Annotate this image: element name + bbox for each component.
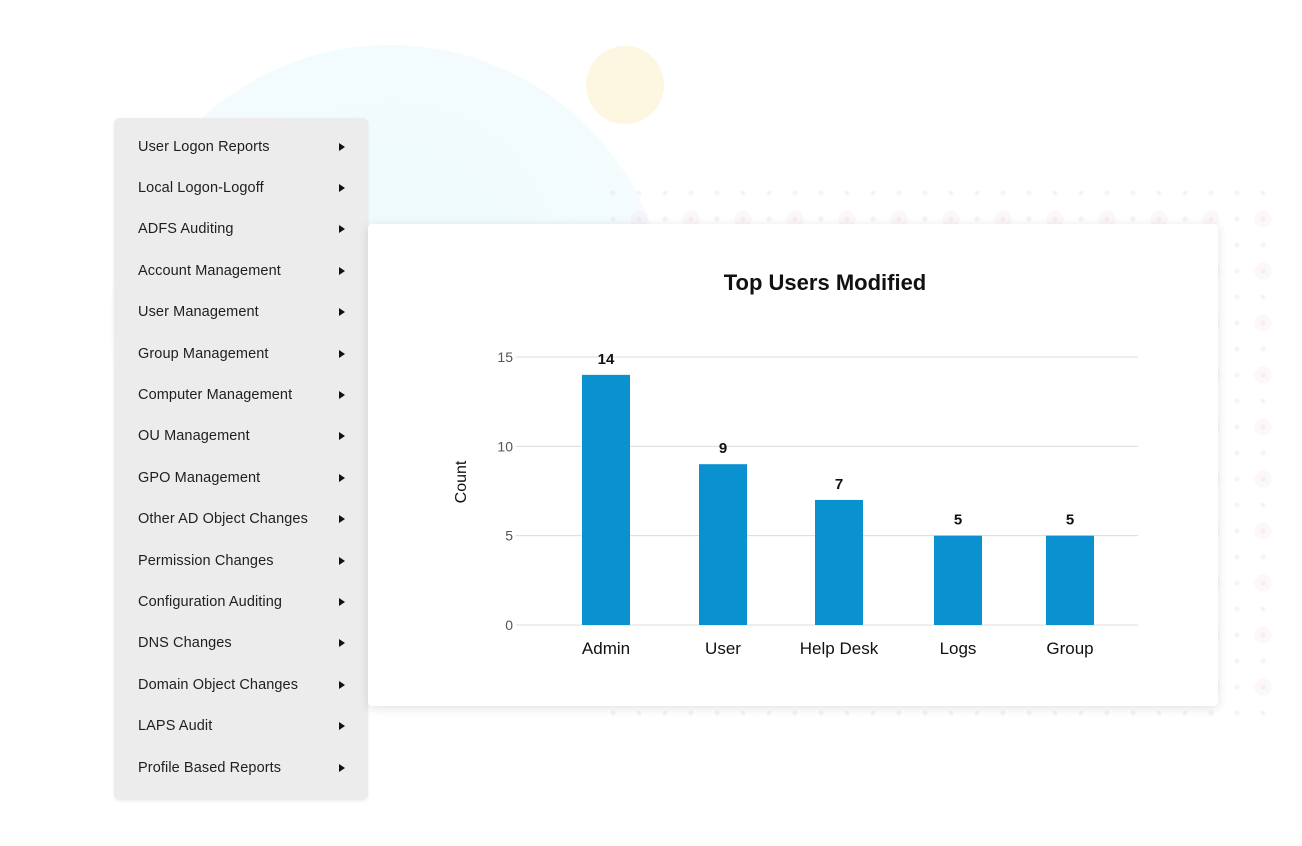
y-axis-label: Count <box>453 460 470 503</box>
triangle-right-icon[interactable] <box>339 764 345 772</box>
y-tick-label: 5 <box>505 528 513 544</box>
triangle-right-icon[interactable] <box>339 308 345 316</box>
data-label: 9 <box>719 440 727 457</box>
bar-user <box>699 464 747 625</box>
menu-item-label: LAPS Audit <box>138 718 212 734</box>
menu-item-label: Permission Changes <box>138 553 274 569</box>
menu-item-label: OU Management <box>138 428 250 444</box>
bar-help-desk <box>815 500 863 625</box>
menu-item-label: GPO Management <box>138 470 260 486</box>
menu-item-account-management[interactable]: Account Management <box>114 250 368 291</box>
bar-chart: 0 5 10 15 Count 14 Admin 9 User 7 Help Desk 5 Logs 5 G… <box>368 224 1218 706</box>
data-label: 5 <box>954 512 962 529</box>
triangle-right-icon[interactable] <box>339 225 345 233</box>
data-label: 7 <box>835 476 843 493</box>
triangle-right-icon[interactable] <box>339 557 345 565</box>
menu-item-label: Account Management <box>138 263 281 279</box>
triangle-right-icon[interactable] <box>339 598 345 606</box>
triangle-right-icon[interactable] <box>339 722 345 730</box>
bar-admin <box>582 375 630 625</box>
menu-item-label: User Logon Reports <box>138 139 270 155</box>
menu-item-computer-management[interactable]: Computer Management <box>114 374 368 415</box>
triangle-right-icon[interactable] <box>339 391 345 399</box>
triangle-right-icon[interactable] <box>339 350 345 358</box>
triangle-right-icon[interactable] <box>339 432 345 440</box>
x-tick-label: User <box>705 639 741 658</box>
menu-item-profile-based-reports[interactable]: Profile Based Reports <box>114 747 368 788</box>
triangle-right-icon[interactable] <box>339 515 345 523</box>
data-label: 14 <box>598 351 615 368</box>
menu-item-domain-object-changes[interactable]: Domain Object Changes <box>114 664 368 705</box>
x-tick-label: Group <box>1046 639 1093 658</box>
triangle-right-icon[interactable] <box>339 681 345 689</box>
menu-item-label: ADFS Auditing <box>138 221 234 237</box>
triangle-right-icon[interactable] <box>339 184 345 192</box>
menu-item-label: Profile Based Reports <box>138 760 281 776</box>
y-tick-label: 10 <box>497 438 513 454</box>
menu-item-permission-changes[interactable]: Permission Changes <box>114 540 368 581</box>
y-tick-label: 15 <box>497 349 513 365</box>
menu-item-label: User Management <box>138 304 259 320</box>
x-tick-label: Logs <box>940 639 977 658</box>
menu-item-local-logon-logoff[interactable]: Local Logon-Logoff <box>114 167 368 208</box>
menu-item-ou-management[interactable]: OU Management <box>114 416 368 457</box>
menu-item-label: Other AD Object Changes <box>138 511 308 527</box>
menu-item-group-management[interactable]: Group Management <box>114 333 368 374</box>
triangle-right-icon[interactable] <box>339 267 345 275</box>
menu-item-label: Group Management <box>138 346 269 362</box>
menu-item-dns-changes[interactable]: DNS Changes <box>114 623 368 664</box>
menu-item-configuration-auditing[interactable]: Configuration Auditing <box>114 581 368 622</box>
triangle-right-icon[interactable] <box>339 474 345 482</box>
menu-item-user-logon-reports[interactable]: User Logon Reports <box>114 126 368 167</box>
menu-item-label: DNS Changes <box>138 635 232 651</box>
x-tick-label: Help Desk <box>800 639 879 658</box>
menu-item-user-management[interactable]: User Management <box>114 292 368 333</box>
menu-item-laps-audit[interactable]: LAPS Audit <box>114 706 368 747</box>
y-tick-label: 0 <box>505 617 513 633</box>
triangle-right-icon[interactable] <box>339 143 345 151</box>
menu-item-label: Domain Object Changes <box>138 677 298 693</box>
bar-logs <box>934 536 982 625</box>
data-label: 5 <box>1066 512 1074 529</box>
background-dot <box>586 46 664 124</box>
triangle-right-icon[interactable] <box>339 639 345 647</box>
x-tick-label: Admin <box>582 639 630 658</box>
menu-item-label: Configuration Auditing <box>138 594 282 610</box>
menu-item-gpo-management[interactable]: GPO Management <box>114 457 368 498</box>
bar-group <box>1046 536 1094 625</box>
menu-item-label: Computer Management <box>138 387 292 403</box>
menu-item-adfs-auditing[interactable]: ADFS Auditing <box>114 209 368 250</box>
reports-menu: User Logon Reports Local Logon-Logoff ADFS… <box>114 118 368 800</box>
chart-card: Top Users Modified 0 5 10 15 Count 14 Admin 9 Us… <box>368 224 1218 706</box>
menu-item-label: Local Logon-Logoff <box>138 180 264 196</box>
menu-item-other-ad-object-changes[interactable]: Other AD Object Changes <box>114 499 368 540</box>
